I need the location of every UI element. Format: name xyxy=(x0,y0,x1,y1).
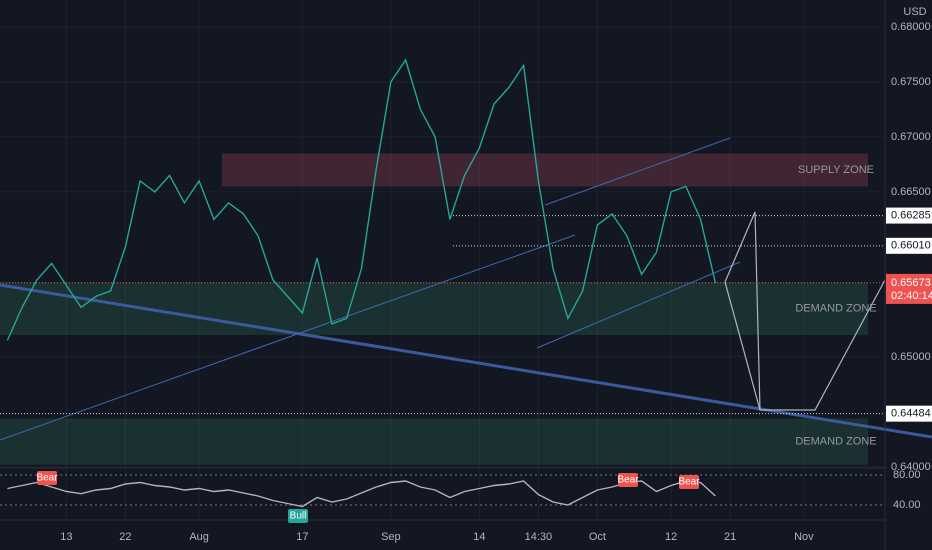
x-tick-label: Aug xyxy=(189,531,209,543)
countdown: 02:40:14 xyxy=(891,290,932,302)
x-tick-label: 14 xyxy=(473,531,485,543)
price-tag xyxy=(886,237,932,254)
signal-label: Bull xyxy=(290,511,307,522)
zone xyxy=(222,153,868,187)
zone-label: DEMAND ZONE xyxy=(795,436,876,448)
y-tick-label: 0.65000 xyxy=(891,351,931,363)
price-tag xyxy=(886,405,932,422)
x-tick-label: 21 xyxy=(724,531,736,543)
y-tick-label: 0.64000 xyxy=(891,461,931,473)
zone xyxy=(0,418,868,465)
signal-label: Bear xyxy=(617,475,639,486)
currency: USD xyxy=(903,6,926,18)
price-tag-label: 0.66010 xyxy=(891,240,931,252)
channel-line xyxy=(536,261,741,349)
projection-arrow xyxy=(724,279,886,411)
trend-line xyxy=(0,234,576,441)
zone-label: SUPPLY ZONE xyxy=(798,164,874,176)
signal-tag xyxy=(288,509,308,523)
x-tick-label: 14:30 xyxy=(525,531,553,543)
price-tag xyxy=(886,207,932,224)
x-tick-label: Sep xyxy=(381,531,401,543)
last-price-tag xyxy=(886,273,932,304)
y-tick-label: 0.68000 xyxy=(891,21,931,33)
trend-line xyxy=(0,283,932,439)
zone-label: DEMAND ZONE xyxy=(795,302,876,314)
rsi-tick-label: 40.00 xyxy=(893,499,921,511)
y-tick-label: 0.66500 xyxy=(891,186,931,198)
signal-tag xyxy=(37,471,57,485)
x-tick-label: Nov xyxy=(794,531,814,543)
price-line xyxy=(6,58,717,341)
last-price-label: 0.65673 xyxy=(891,277,931,289)
signal-tag xyxy=(679,475,699,489)
signal-label: Bear xyxy=(678,477,700,488)
projection-arrow xyxy=(724,211,761,411)
y-tick-label: 0.67000 xyxy=(891,131,931,143)
x-tick-label: 22 xyxy=(119,531,131,543)
x-tick-label: 13 xyxy=(60,531,72,543)
channel-line xyxy=(544,137,731,206)
price-tag-label: 0.64484 xyxy=(891,408,931,420)
rsi-line xyxy=(7,480,716,508)
rsi-tick-label: 80.00 xyxy=(893,469,921,481)
x-tick-label: Oct xyxy=(589,531,606,543)
x-tick-label: 17 xyxy=(296,531,308,543)
x-tick-label: 12 xyxy=(665,531,677,543)
price-tag-label: 0.66285 xyxy=(891,209,931,221)
signal-label: Bear xyxy=(36,473,58,484)
y-tick-label: 0.67500 xyxy=(891,76,931,88)
signal-tag xyxy=(618,473,638,487)
